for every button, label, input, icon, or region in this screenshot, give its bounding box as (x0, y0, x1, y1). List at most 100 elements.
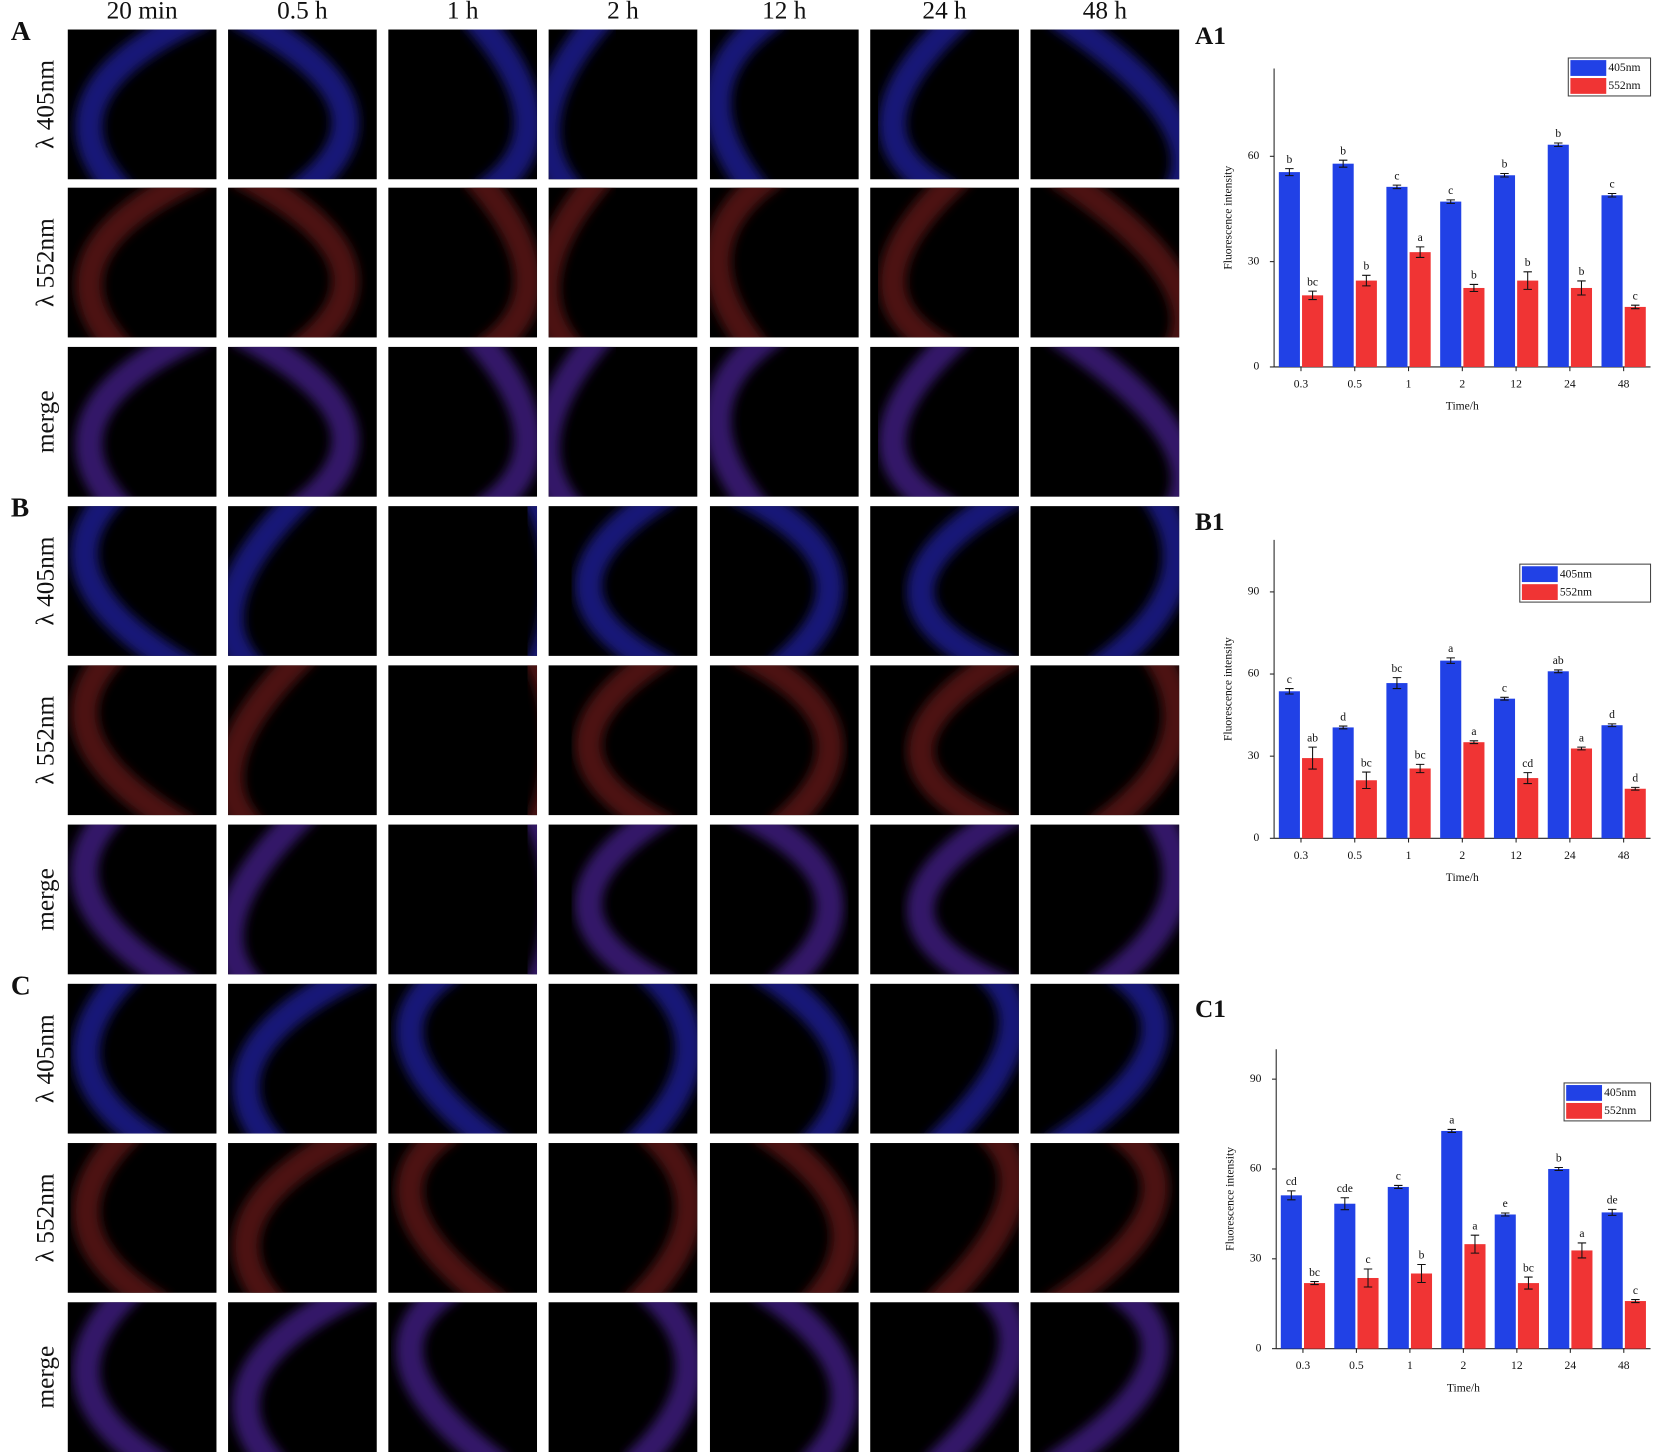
tissue-signal (466, 346, 538, 497)
significance-letter: bc (1415, 749, 1426, 762)
significance-letter: c (1287, 673, 1292, 686)
significance-letter: e (1503, 1197, 1508, 1210)
x-tick-label: 24 (1565, 1359, 1577, 1372)
bar (1601, 1212, 1623, 1349)
x-tick-label: 2 (1459, 849, 1465, 862)
tissue-signal (627, 983, 698, 1134)
legend-label: 552nm (1608, 79, 1640, 92)
tissue-signal (737, 824, 844, 975)
row-label: merge (32, 868, 60, 931)
legend-label: 552nm (1560, 585, 1592, 598)
chart-title: C1 (1195, 995, 1226, 1023)
error-bar (1607, 723, 1617, 728)
bar (1355, 280, 1377, 367)
error-bar (1577, 1242, 1587, 1259)
bar (1332, 727, 1354, 839)
tissue-signal (228, 665, 312, 816)
error-bar (1500, 696, 1509, 701)
error-bar (1340, 1197, 1350, 1211)
y-tick-label: 30 (1248, 749, 1260, 762)
significance-letter: c (1365, 1253, 1370, 1266)
bar (1493, 175, 1516, 367)
error-bar (1285, 168, 1294, 177)
error-bar (1308, 746, 1317, 770)
legend-swatch (1570, 60, 1607, 76)
significance-letter: c (1396, 1170, 1401, 1183)
x-tick-label: 12 (1510, 378, 1522, 391)
row-label: λ 405nm (32, 536, 60, 625)
significance-letter: de (1607, 1194, 1618, 1207)
tissue-signal (1049, 983, 1169, 1134)
significance-letter: bc (1307, 275, 1318, 288)
bar (1387, 1186, 1409, 1349)
bar (1357, 1277, 1379, 1349)
error-bar (1554, 142, 1563, 148)
y-tick-label: 30 (1250, 1251, 1262, 1264)
legend-label: 405nm (1560, 567, 1592, 580)
tissue-signal (237, 29, 359, 180)
error-bar (1338, 159, 1348, 168)
error-bar (1362, 771, 1371, 790)
legend-label: 405nm (1608, 61, 1640, 74)
x-tick-label: 48 (1618, 849, 1630, 862)
error-bar (1554, 1166, 1563, 1172)
significance-letter: a (1471, 725, 1476, 738)
tissue-signal (709, 187, 779, 338)
significance-letter: a (1579, 731, 1584, 744)
x-tick-label: 24 (1564, 849, 1576, 862)
significance-letter: c (1502, 682, 1507, 695)
error-bar (1554, 669, 1563, 674)
tissue-signal (627, 1302, 698, 1452)
bar (1441, 1130, 1463, 1349)
error-bar (1501, 1212, 1510, 1217)
significance-letter: b (1556, 1152, 1562, 1165)
x-tick-label: 2 (1459, 378, 1465, 391)
significance-letter: a (1449, 1114, 1454, 1127)
y-tick-label: 90 (1250, 1072, 1262, 1085)
tissue-signal (756, 1143, 859, 1293)
error-bar (1607, 1208, 1617, 1216)
bar (1440, 201, 1462, 367)
significance-letter: bc (1309, 1266, 1320, 1279)
bar (1601, 725, 1623, 839)
y-tick-label: 60 (1248, 149, 1260, 162)
error-bar (1577, 746, 1586, 751)
row-label: λ 405nm (32, 1014, 60, 1103)
tissue-signal (466, 187, 538, 338)
panel-label: A (11, 16, 31, 46)
significance-letter: a (1579, 1227, 1584, 1240)
y-tick-label: 0 (1254, 360, 1260, 373)
significance-letter: d (1340, 710, 1346, 723)
column-header: 0.5 h (277, 0, 328, 24)
error-bar (1392, 184, 1402, 190)
bar (1410, 1273, 1433, 1349)
bar (1517, 778, 1539, 839)
tissue-signal (574, 665, 672, 816)
significance-letter: b (1502, 158, 1508, 171)
y-tick-label: 90 (1248, 585, 1260, 598)
error-bar (1446, 199, 1455, 204)
bar (1570, 287, 1593, 367)
tissue-signal (627, 1143, 698, 1293)
x-tick-label: 1 (1407, 1359, 1413, 1372)
row-label: λ 552nm (32, 1173, 60, 1262)
tissue-signal (395, 1302, 504, 1452)
bar (1302, 758, 1324, 839)
bar (1278, 691, 1300, 839)
x-tick-label: 0.3 (1294, 378, 1309, 391)
column-header: 48 h (1083, 0, 1128, 24)
bar (1494, 1214, 1516, 1349)
column-header: 12 h (762, 0, 807, 24)
x-tick-label: 0.5 (1348, 849, 1363, 862)
error-bar (1415, 246, 1425, 258)
tissue-signal (1049, 1302, 1169, 1452)
row-label: λ 405nm (32, 60, 60, 149)
error-bar (1500, 172, 1509, 178)
significance-letter: a (1418, 231, 1423, 244)
bar (1463, 742, 1485, 839)
x-tick-label: 0.5 (1349, 1359, 1364, 1372)
tissue-signal (70, 824, 191, 975)
micrograph (388, 824, 538, 975)
